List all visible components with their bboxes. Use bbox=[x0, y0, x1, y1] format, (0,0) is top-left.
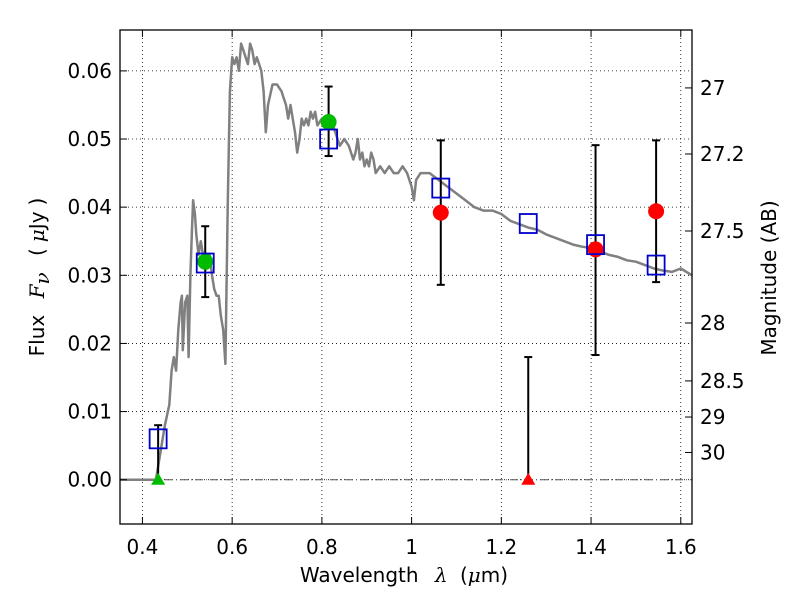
model-band-square bbox=[646, 254, 666, 276]
x-tick-label: 0.4 bbox=[127, 535, 159, 559]
y-tick-label: 0.05 bbox=[67, 127, 112, 151]
y2-axis-label: Magnitude (AB) bbox=[757, 200, 781, 355]
y-axis-label-symbol: F bbox=[25, 283, 49, 299]
y-axis-label-unit-close: ) bbox=[25, 198, 49, 206]
y-tick-label: 0.06 bbox=[67, 59, 112, 83]
y2-tick-label: 30 bbox=[700, 440, 725, 464]
model-band-square bbox=[319, 128, 339, 150]
y-axis-label-unit-open: ( bbox=[25, 248, 49, 256]
detection-marker bbox=[320, 113, 337, 130]
detection-marker bbox=[648, 203, 665, 220]
model-band-square bbox=[148, 428, 168, 450]
y2-tick-label: 27.5 bbox=[700, 219, 745, 243]
x-axis-label-symbol: λ bbox=[434, 563, 448, 587]
tick-labels-layer: 0.4 0.6 0.8 1 1.2 1.4 1.6 0.00 0.01 0.02 0.03 0.04 0… bbox=[67, 59, 744, 559]
y2-tick-label: 27 bbox=[700, 76, 725, 100]
ticks-layer bbox=[120, 30, 692, 524]
x-axis-label-prefix: Wavelength bbox=[300, 563, 419, 587]
upper-limit-marker bbox=[151, 472, 166, 485]
y-tick-label: 0.01 bbox=[67, 400, 112, 424]
y-axis-label: Flux Fν ( μJy) bbox=[25, 198, 54, 357]
y-axis-label-subscript: ν bbox=[30, 272, 54, 284]
x-tick-label: 1 bbox=[405, 535, 418, 559]
x-tick-label: 0.6 bbox=[216, 535, 248, 559]
model-band-square bbox=[586, 234, 605, 256]
model-band-square bbox=[195, 252, 215, 274]
model-band-square bbox=[518, 213, 538, 234]
upper-limit-marker bbox=[521, 472, 536, 485]
y-tick-label: 0.02 bbox=[67, 331, 112, 355]
y-tick-label: 0.04 bbox=[67, 195, 112, 219]
y-tick-label: 0.03 bbox=[67, 263, 112, 287]
detection-marker bbox=[197, 253, 214, 270]
y2-tick-label: 28.5 bbox=[700, 369, 745, 393]
x-axis-label: Wavelength λ (μm) bbox=[300, 563, 508, 587]
x-tick-label: 1.6 bbox=[665, 535, 697, 559]
y2-tick-label: 29 bbox=[700, 405, 725, 429]
plot-frame bbox=[119, 29, 693, 525]
x-axis-label-unit-mu: μ bbox=[468, 563, 481, 587]
marker-layer bbox=[148, 113, 666, 485]
y-axis-label-unit-rest: Jy bbox=[25, 211, 49, 231]
y2-tick-label: 27.2 bbox=[700, 142, 745, 166]
x-axis-label-unit-rest: m) bbox=[481, 563, 508, 587]
x-tick-label: 1.2 bbox=[485, 535, 517, 559]
x-tick-label: 0.8 bbox=[306, 535, 338, 559]
model-spectrum-layer bbox=[120, 42, 693, 481]
detection-marker bbox=[432, 204, 449, 221]
x-axis-label-unit-open: ( bbox=[460, 563, 468, 587]
y-axis-label-unit-mu: μ bbox=[25, 229, 49, 242]
model-spectrum-line bbox=[120, 42, 693, 481]
y2-tick-label: 28 bbox=[700, 311, 725, 335]
x-tick-label: 1.4 bbox=[575, 535, 607, 559]
y-axis-label-prefix: Flux bbox=[25, 315, 49, 357]
model-band-square bbox=[431, 177, 451, 199]
y-tick-label: 0.00 bbox=[67, 468, 112, 492]
